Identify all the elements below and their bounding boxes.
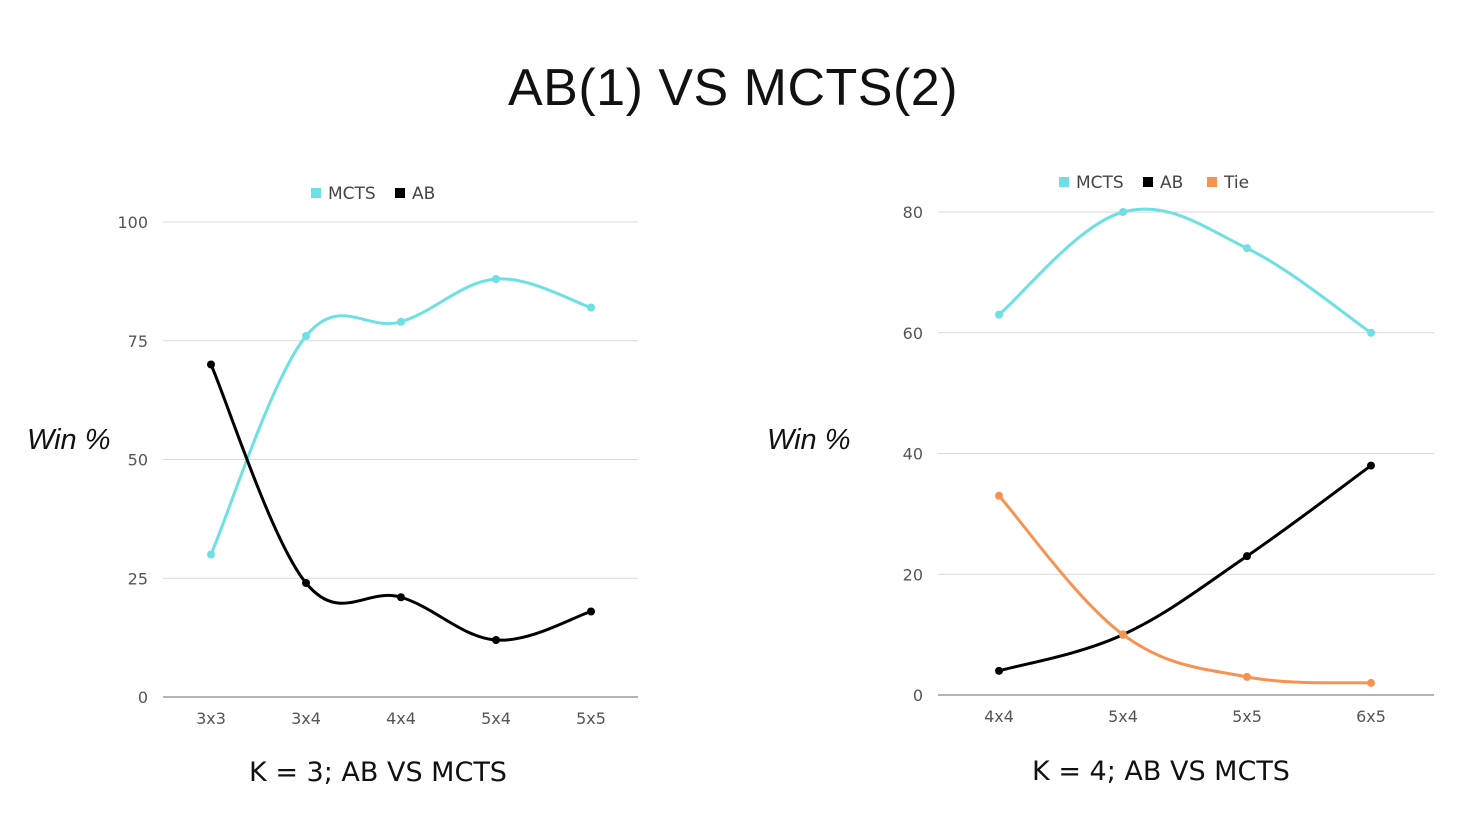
- series-line-ab: [997, 464, 1373, 673]
- legend-label-ab: AB: [1160, 173, 1183, 193]
- x-tick-label: 5x5: [576, 709, 606, 728]
- x-tick-label: 5x4: [481, 709, 511, 728]
- x-tick-label: 4x4: [386, 709, 416, 728]
- right-chart-y-axis-label: Win %: [767, 424, 851, 456]
- page-title: AB(1) VS MCTS(2): [507, 59, 959, 117]
- data-point-mcts: [1243, 244, 1251, 253]
- y-tick-label: 0: [138, 688, 148, 707]
- data-point-ab: [1243, 552, 1251, 561]
- legend-swatch-ab: [395, 188, 405, 198]
- data-point-mcts: [587, 303, 595, 312]
- x-tick-label: 4x4: [984, 707, 1014, 726]
- y-tick-label: 20: [903, 565, 923, 584]
- y-tick-label: 40: [903, 445, 923, 464]
- data-point-mcts: [302, 332, 310, 340]
- data-point-mcts: [207, 550, 215, 559]
- data-point-ab: [1367, 461, 1375, 470]
- data-point-mcts: [995, 310, 1003, 319]
- legend-label-mcts: MCTS: [328, 184, 376, 204]
- legend-swatch-tie: [1207, 177, 1217, 187]
- data-point-mcts: [492, 275, 500, 283]
- left-chart-title: K = 3; AB VS MCTS: [249, 757, 507, 788]
- data-point-mcts: [1367, 328, 1375, 337]
- x-tick-label: 3x3: [196, 709, 226, 728]
- legend-swatch-ab: [1143, 177, 1153, 187]
- legend-swatch-mcts: [311, 188, 321, 198]
- legend-swatch-mcts: [1059, 177, 1069, 187]
- data-point-ab: [995, 666, 1003, 675]
- data-point-ab: [492, 636, 500, 644]
- data-point-mcts: [1119, 208, 1127, 216]
- data-point-ab: [302, 579, 310, 587]
- y-tick-label: 75: [128, 332, 148, 351]
- data-point-tie: [1367, 678, 1375, 687]
- y-tick-label: 100: [117, 213, 148, 232]
- data-point-tie: [1119, 630, 1127, 639]
- data-point-tie: [1243, 672, 1251, 681]
- y-tick-label: 25: [128, 569, 148, 588]
- y-tick-label: 0: [913, 686, 923, 705]
- legend-label-tie: Tie: [1223, 173, 1249, 193]
- legend-label-mcts: MCTS: [1076, 173, 1124, 193]
- left-chart-y-axis-label: Win %: [27, 424, 111, 456]
- y-tick-label: 50: [128, 451, 148, 470]
- y-tick-label: 60: [903, 324, 923, 343]
- series-line-tie: [997, 494, 1373, 685]
- data-point-mcts: [397, 317, 405, 326]
- x-tick-label: 3x4: [291, 709, 321, 728]
- series-line-ab: [209, 363, 593, 642]
- x-tick-label: 5x4: [1108, 707, 1138, 726]
- right-chart-title: K = 4; AB VS MCTS: [1032, 756, 1290, 787]
- data-point-ab: [587, 607, 595, 616]
- left-chart: 0 25 50 75 100 3x3 3x4 4x4 5x4 5x5 MCTS AB: [117, 184, 638, 728]
- series-line-mcts: [997, 207, 1373, 335]
- x-tick-label: 6x5: [1356, 707, 1386, 726]
- right-chart: 0 20 40 60 80 4x4 5x4 5x5 6x5 MCTS AB Tie: [903, 173, 1434, 726]
- data-point-ab: [397, 593, 405, 602]
- data-point-ab: [207, 360, 215, 369]
- series-line-mcts: [209, 277, 593, 556]
- x-tick-label: 5x5: [1232, 707, 1262, 726]
- data-point-tie: [995, 491, 1003, 500]
- y-tick-label: 80: [903, 203, 923, 222]
- legend-label-ab: AB: [412, 184, 435, 204]
